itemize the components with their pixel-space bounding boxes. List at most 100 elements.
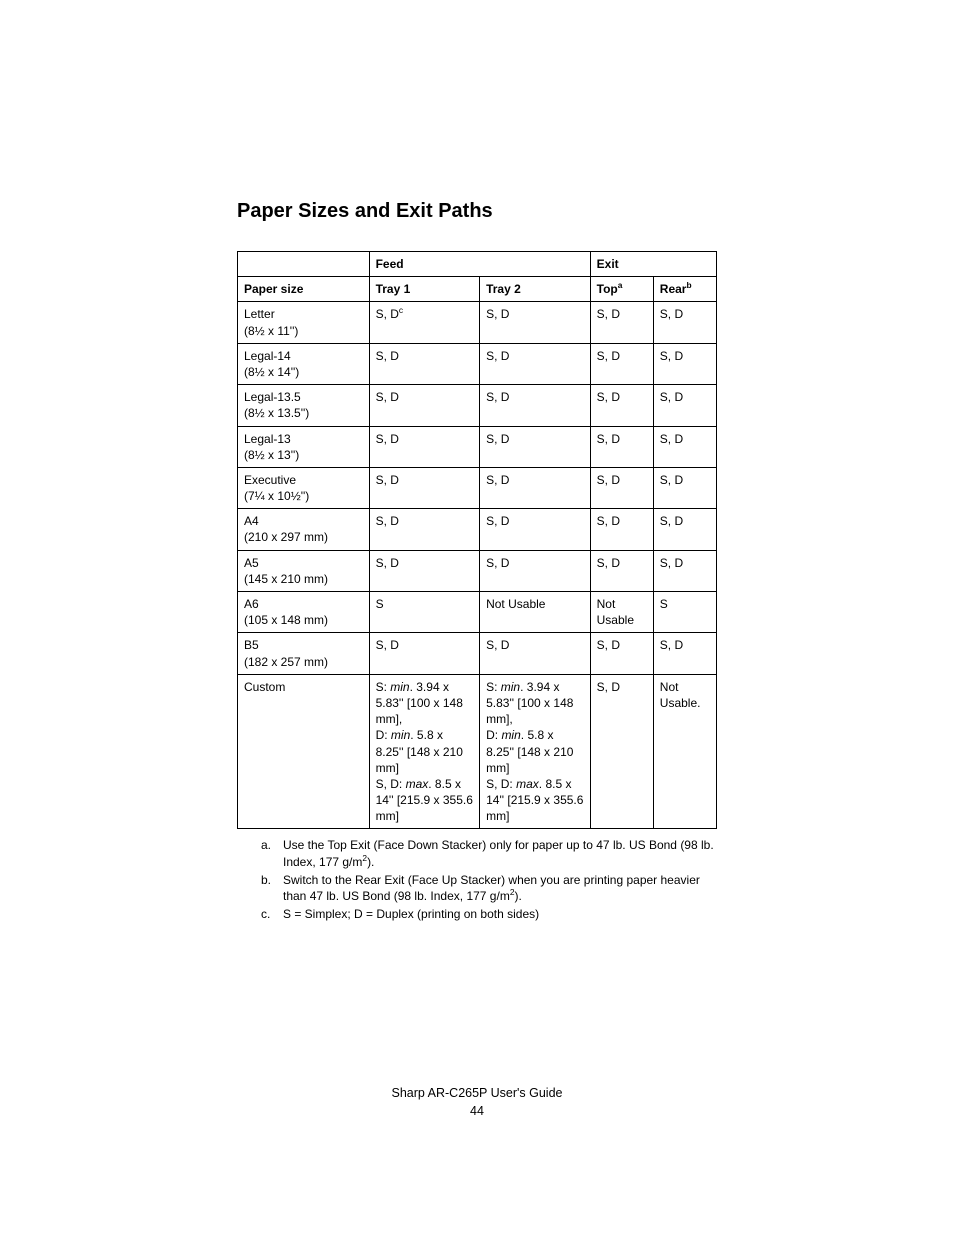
footnote-c: c. S = Simplex; D = Duplex (printing on … xyxy=(261,906,716,922)
tray1-pre: S, D xyxy=(376,307,399,321)
footnote-b: b. Switch to the Rear Exit (Face Up Stac… xyxy=(261,872,716,904)
header-paper-size: Paper size xyxy=(238,277,370,302)
table-header-row-1: Feed Exit xyxy=(238,252,717,277)
cell-top: S, D xyxy=(590,633,653,674)
size-name: Executive xyxy=(244,473,296,487)
header-tray2: Tray 2 xyxy=(480,277,591,302)
header-rear-text: Rear xyxy=(660,282,687,296)
cell-tray2-custom: S: min. 3.94 x 5.83'' [100 x 148 mm],D: … xyxy=(480,674,591,829)
cell-tray2: S, D xyxy=(480,426,591,467)
table-row: B5 (182 x 257 mm) S, D S, D S, D S, D xyxy=(238,633,717,674)
header-exit: Exit xyxy=(590,252,716,277)
size-dim: (182 x 257 mm) xyxy=(244,655,328,669)
cell-tray2: S, D xyxy=(480,633,591,674)
page-footer: Sharp AR-C265P User's Guide 44 xyxy=(0,1085,954,1120)
cell-size: A4 (210 x 297 mm) xyxy=(238,509,370,550)
cell-tray1: S, D xyxy=(369,343,480,384)
cell-tray1: S, D xyxy=(369,385,480,426)
footnote-a: a. Use the Top Exit (Face Down Stacker) … xyxy=(261,837,716,869)
cell-tray2: S, D xyxy=(480,302,591,343)
header-blank xyxy=(238,252,370,277)
cell-size: A6 (105 x 148 mm) xyxy=(238,592,370,633)
cell-tray1: S, D xyxy=(369,550,480,591)
cell-size: Custom xyxy=(238,674,370,829)
cell-tray1-custom: S: min. 3.94 x 5.83'' [100 x 148 mm],D: … xyxy=(369,674,480,829)
size-dim: (105 x 148 mm) xyxy=(244,613,328,627)
size-dim: (7¼ x 10½'') xyxy=(244,489,309,503)
size-dim: (8½ x 13.5'') xyxy=(244,406,309,420)
paper-sizes-table: Feed Exit Paper size Tray 1 Tray 2 Topa … xyxy=(237,251,717,829)
cell-size: Legal-13(8½ x 13'') xyxy=(238,426,370,467)
cell-size: Legal-13.5 (8½ x 13.5'') xyxy=(238,385,370,426)
page: Paper Sizes and Exit Paths Feed Exit Pap… xyxy=(0,0,954,1235)
footer-title: Sharp AR-C265P User's Guide xyxy=(0,1085,954,1103)
header-top-text: Top xyxy=(597,282,618,296)
cell-size: A5 (145 x 210 mm) xyxy=(238,550,370,591)
cell-tray2: S, D xyxy=(480,467,591,508)
cell-tray1: S, Dc xyxy=(369,302,480,343)
table-header-row-2: Paper size Tray 1 Tray 2 Topa Rearb xyxy=(238,277,717,302)
table-row: Executive (7¼ x 10½'') S, D S, D S, D S, … xyxy=(238,467,717,508)
size-name: A6 xyxy=(244,597,259,611)
footnote-a-text: Use the Top Exit (Face Down Stacker) onl… xyxy=(283,837,716,869)
size-name: Legal-14 xyxy=(244,349,291,363)
size-name: Legal-13.5 xyxy=(244,390,301,404)
cell-top: S, D xyxy=(590,550,653,591)
cell-top: S, D xyxy=(590,302,653,343)
cell-top: S, D xyxy=(590,509,653,550)
cell-tray2: S, D xyxy=(480,509,591,550)
cell-rear: S, D xyxy=(653,302,716,343)
table-row: Legal-13.5 (8½ x 13.5'') S, D S, D S, D S… xyxy=(238,385,717,426)
cell-rear: S, D xyxy=(653,633,716,674)
header-rear-sup: b xyxy=(686,280,691,290)
header-top-sup: a xyxy=(618,280,623,290)
footnote-c-text: S = Simplex; D = Duplex (printing on bot… xyxy=(283,906,716,922)
header-tray1: Tray 1 xyxy=(369,277,480,302)
size-name: Legal-13 xyxy=(244,432,291,446)
cell-rear: S, D xyxy=(653,550,716,591)
cell-size: B5 (182 x 257 mm) xyxy=(238,633,370,674)
cell-rear: S, D xyxy=(653,343,716,384)
cell-tray2: Not Usable xyxy=(480,592,591,633)
footnotes: a. Use the Top Exit (Face Down Stacker) … xyxy=(261,837,716,922)
cell-tray2: S, D xyxy=(480,385,591,426)
header-top: Topa xyxy=(590,277,653,302)
size-dim: (8½ x 14'') xyxy=(244,365,299,379)
cell-top: S, D xyxy=(590,343,653,384)
cell-tray1: S, D xyxy=(369,426,480,467)
cell-size: Executive (7¼ x 10½'') xyxy=(238,467,370,508)
size-dim: (145 x 210 mm) xyxy=(244,572,328,586)
size-dim: (210 x 297 mm) xyxy=(244,530,328,544)
footer-page-number: 44 xyxy=(0,1103,954,1121)
cell-top: S, D xyxy=(590,674,653,829)
size-name: Letter xyxy=(244,307,275,321)
table-row: Legal-13(8½ x 13'') S, D S, D S, D S, D xyxy=(238,426,717,467)
cell-rear: S, D xyxy=(653,385,716,426)
table-row: A6 (105 x 148 mm) S Not Usable Not Usable… xyxy=(238,592,717,633)
cell-rear: S, D xyxy=(653,426,716,467)
cell-rear: S xyxy=(653,592,716,633)
cell-top: S, D xyxy=(590,385,653,426)
cell-tray2: S, D xyxy=(480,343,591,384)
cell-rear: Not Usable. xyxy=(653,674,716,829)
cell-tray2: S, D xyxy=(480,550,591,591)
size-name: B5 xyxy=(244,638,259,652)
cell-top: Not Usable xyxy=(590,592,653,633)
size-name: A4 xyxy=(244,514,259,528)
cell-size: Letter (8½ x 11'') xyxy=(238,302,370,343)
table-row: A5 (145 x 210 mm) S, D S, D S, D S, D xyxy=(238,550,717,591)
tray1-sup: c xyxy=(399,305,403,315)
page-title: Paper Sizes and Exit Paths xyxy=(237,200,717,223)
size-dim: (8½ x 11'') xyxy=(244,324,298,338)
table-row: Letter(8½ x 11'') S, Dc S, D S, D S, D xyxy=(238,302,717,343)
footnote-a-label: a. xyxy=(261,837,283,869)
size-name: A5 xyxy=(244,556,259,570)
footnote-b-label: b. xyxy=(261,872,283,904)
cell-top: S, D xyxy=(590,467,653,508)
cell-tray1: S, D xyxy=(369,467,480,508)
table-row: Legal-14 (8½ x 14'') S, D S, D S, D S, D xyxy=(238,343,717,384)
footnote-c-label: c. xyxy=(261,906,283,922)
cell-tray1: S, D xyxy=(369,633,480,674)
cell-rear: S, D xyxy=(653,467,716,508)
cell-top: S, D xyxy=(590,426,653,467)
